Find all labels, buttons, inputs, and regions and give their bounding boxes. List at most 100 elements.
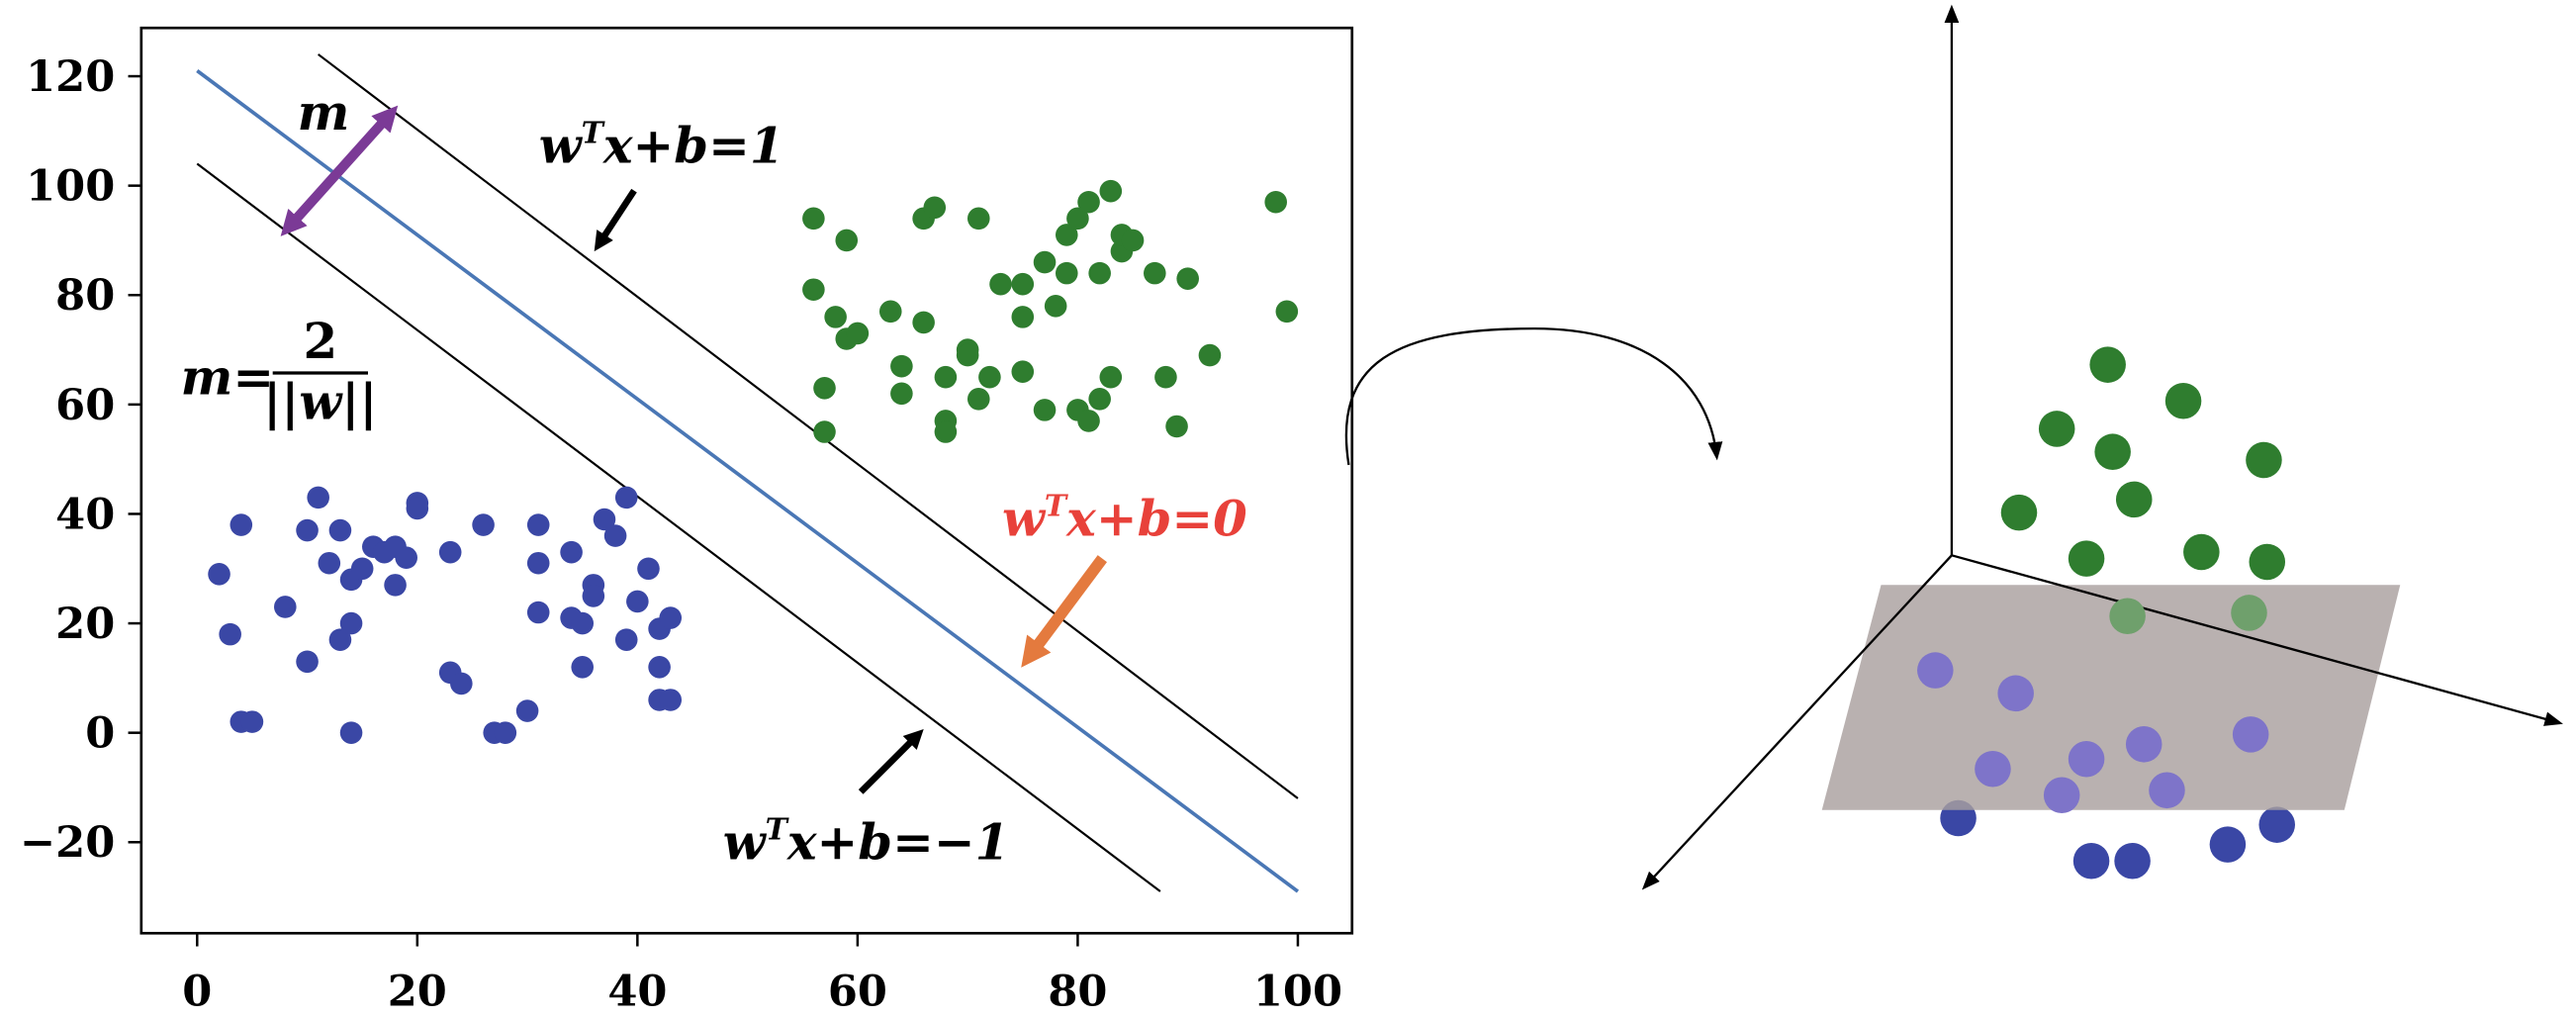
y-tick-label: 100 [26, 161, 115, 212]
y-tick-label: 40 [55, 489, 115, 539]
class-b-point [1066, 207, 1089, 231]
upper-margin-pointer-arrow [594, 188, 637, 252]
class-a-point [626, 590, 649, 613]
class-b-point [813, 376, 836, 400]
margin-symbol-label: m [298, 83, 350, 141]
class-b-point [1099, 179, 1123, 203]
class-b-point [1264, 190, 1287, 214]
lifted-class-b-point [2000, 494, 2038, 531]
class-a-point [208, 563, 230, 586]
class-a-point [219, 622, 241, 646]
class-b-point [1165, 415, 1188, 438]
class-b-point [802, 207, 825, 231]
class-b-point [835, 229, 859, 252]
class-a-point [230, 513, 253, 536]
class-a-point [384, 574, 407, 597]
class-a-point [560, 540, 583, 564]
x-tick-label: 40 [607, 966, 667, 1016]
lifted-class-b-point-on-plane [2231, 595, 2267, 631]
class-b-point [1144, 261, 1166, 285]
class-a-point [571, 611, 595, 635]
class-a-point [526, 601, 550, 624]
class-b-point [1154, 365, 1177, 389]
class-a-point [450, 672, 473, 695]
class-b-point [1011, 306, 1035, 328]
class-b-point [890, 382, 913, 406]
feature-space-3d [1641, 4, 2563, 890]
class-a-point [659, 606, 683, 629]
x-axis-3d [1951, 554, 2563, 726]
class-a-point [328, 518, 352, 542]
lifted-class-a-point [2072, 842, 2110, 880]
class-a-point [526, 551, 550, 575]
lifted-class-a-point-on-plane [1975, 750, 2011, 787]
lifted-class-b-point [2115, 481, 2153, 518]
class-b-point [878, 300, 902, 324]
class-b-point [802, 278, 825, 302]
class-a-point [350, 557, 374, 581]
class-a-point [472, 513, 495, 536]
class-a-point [571, 656, 595, 679]
class-a-point [328, 628, 352, 651]
lifted-class-a-point [2209, 826, 2247, 863]
class-a-point [526, 513, 550, 536]
class-b-point [1044, 295, 1067, 318]
lifted-class-a-point-on-plane [1917, 652, 1954, 689]
class-a-point [274, 596, 297, 618]
class-a-point [318, 551, 341, 575]
lifted-class-a-point-on-plane [2125, 726, 2162, 763]
x-tick-label: 20 [388, 966, 447, 1016]
class-b-point [1011, 272, 1035, 296]
class-b-point [1077, 410, 1100, 432]
class-b-point [956, 343, 979, 367]
class-b-point [966, 388, 990, 411]
class-b-point [813, 420, 836, 443]
class-b-point [1033, 399, 1057, 421]
y-tick-label: 20 [55, 599, 115, 649]
margin-formula-numerator: 2 [304, 312, 338, 370]
class-b-point [1275, 300, 1299, 324]
class-a-point [406, 497, 429, 520]
class-a-point [307, 486, 329, 510]
y-axis-ticks: −20 0 20 40 60 80 100 120 [20, 51, 141, 868]
margin-formula: m= 2 ||w|| [181, 312, 378, 431]
lifted-class-a-point [2114, 842, 2151, 880]
class-b-point [934, 420, 958, 443]
y-axis-3d [1641, 554, 1953, 890]
class-b-point [890, 354, 913, 378]
lower-margin-pointer-arrow [858, 728, 924, 794]
class-a-point [395, 546, 417, 570]
class-a-point [494, 721, 517, 744]
class-a-point [240, 710, 264, 733]
lifted-class-a-point-on-plane [2149, 772, 2185, 809]
class-b-point [1088, 261, 1111, 285]
class-b-point [1198, 343, 1222, 367]
x-axis-ticks: 0 20 40 60 80 100 [182, 933, 1342, 1016]
class-b-point [1055, 224, 1078, 246]
x-tick-label: 60 [828, 966, 887, 1016]
lifted-class-b-point [2068, 540, 2105, 577]
class-a-point [648, 656, 671, 679]
class-a-point [515, 699, 539, 722]
lifted-class-b-point [2038, 411, 2075, 447]
class-b-point [1055, 261, 1078, 285]
class-b-point [912, 311, 935, 334]
y-tick-label: 120 [26, 51, 115, 102]
lifted-class-b-point-on-plane [2109, 598, 2146, 635]
margin-formula-lhs: m= [181, 348, 274, 407]
y-tick-label: −20 [20, 817, 115, 868]
margin-width-arrow [280, 105, 399, 236]
hyperplane-pointer-arrow [1021, 555, 1107, 668]
lifted-class-b-point [2094, 433, 2131, 470]
equation-hyperplane: wTx+b=0 [1002, 489, 1247, 547]
equation-lower-margin: wTx+b=−1 [723, 813, 1010, 872]
scatter-plot: 0 20 40 60 80 100 −20 0 20 40 60 80 100 120 m m= 2 |… [20, 26, 1354, 1016]
equation-upper-margin: wTx+b=1 [539, 116, 784, 174]
lifted-class-b-point [2089, 346, 2126, 383]
lifted-class-a-point-on-plane [1997, 675, 2034, 712]
class-a-point [637, 557, 660, 581]
class-a-point [438, 540, 462, 564]
x-tick-label: 0 [182, 966, 212, 1016]
class-b-point [934, 365, 958, 389]
